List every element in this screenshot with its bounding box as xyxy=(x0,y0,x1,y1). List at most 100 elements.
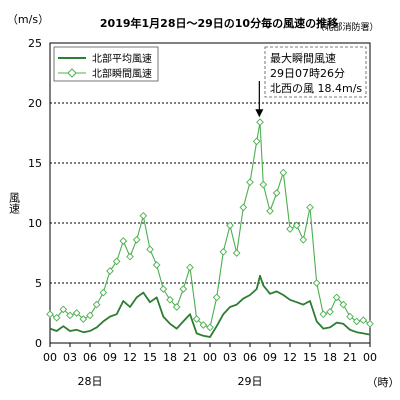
legend-marker-gust xyxy=(67,68,77,78)
chart-title: 2019年1月28日～29日の10分毎の風速の推移 xyxy=(100,16,338,30)
x-axis-ticks: 00 03 06 09 12 15 18 21 00 03 06 09 12 15 18 21 00 xyxy=(43,343,377,364)
data-point xyxy=(226,221,234,230)
data-point xyxy=(286,225,294,233)
y-tick-label: 0 xyxy=(35,337,42,350)
x-tick-label: 18 xyxy=(323,351,337,364)
x-tick-label: 09 xyxy=(103,351,117,364)
data-point xyxy=(246,178,254,187)
annotation-line-2: 29日07時26分 xyxy=(270,67,345,80)
x-tick-label: 21 xyxy=(183,351,197,364)
data-point xyxy=(239,203,248,212)
data-point xyxy=(119,237,128,245)
y-axis-unit: （m/s） xyxy=(7,13,49,26)
data-point xyxy=(332,293,341,302)
data-point xyxy=(232,249,241,257)
x-tick-label: 12 xyxy=(283,351,297,364)
data-point xyxy=(146,245,154,254)
data-point xyxy=(199,321,208,329)
data-point xyxy=(126,252,134,261)
data-point xyxy=(52,313,61,322)
data-point xyxy=(299,235,308,244)
legend: 北部平均風速 北部瞬間風速 xyxy=(53,46,159,82)
data-point xyxy=(256,118,264,127)
series-0 xyxy=(49,274,371,338)
data-point xyxy=(112,257,121,266)
data-point xyxy=(132,235,141,244)
day-label: 28日 xyxy=(78,375,103,388)
annotation-arrowhead xyxy=(255,109,264,118)
data-point xyxy=(272,189,281,197)
max-gust-annotation: 最大瞬間風速 29日07時26分 北西の風 18.4m/s xyxy=(255,46,367,118)
data-point xyxy=(206,323,214,332)
data-point xyxy=(339,300,348,309)
data-point xyxy=(312,279,321,287)
annotation-line-3: 北西の風 18.4m/s xyxy=(270,82,362,95)
day-labels: 28日 29日 xyxy=(78,375,263,388)
series-line xyxy=(49,121,371,328)
data-point xyxy=(306,203,314,212)
data-point xyxy=(172,303,181,311)
x-tick-label: 15 xyxy=(143,351,157,364)
data-point xyxy=(359,316,368,325)
data-point xyxy=(326,307,334,316)
x-tick-label: 06 xyxy=(83,351,97,364)
data-point xyxy=(346,312,354,321)
data-point xyxy=(266,207,274,215)
data-point xyxy=(152,261,161,269)
x-axis-unit: （時） xyxy=(367,376,400,389)
x-tick-label: 15 xyxy=(303,351,317,364)
day-label: 29日 xyxy=(238,375,263,388)
data-point xyxy=(212,293,221,302)
y-axis-ticks: 0 5 10 15 20 25 xyxy=(28,37,42,350)
annotation-line-1: 最大瞬間風速 xyxy=(270,51,336,65)
data-point xyxy=(139,211,148,220)
series-lines xyxy=(46,118,374,338)
data-point xyxy=(259,180,268,189)
series-line xyxy=(49,274,371,338)
data-point xyxy=(59,305,68,314)
y-tick-label: 20 xyxy=(28,97,42,110)
legend-label-average: 北部平均風速 xyxy=(92,52,152,65)
data-point xyxy=(166,295,174,304)
data-point xyxy=(179,285,188,293)
x-tick-label: 09 xyxy=(263,351,277,364)
data-point xyxy=(279,168,288,177)
x-tick-label: 00 xyxy=(43,351,57,364)
x-tick-label: 00 xyxy=(203,351,217,364)
data-point xyxy=(72,309,81,317)
x-tick-label: 06 xyxy=(243,351,257,364)
x-tick-label: 00 xyxy=(363,351,377,364)
data-point xyxy=(366,319,374,328)
series-1 xyxy=(46,118,374,332)
y-tick-label: 5 xyxy=(35,277,42,290)
annotation-box xyxy=(264,46,367,98)
x-tick-label: 03 xyxy=(63,351,77,364)
y-tick-label: 15 xyxy=(28,157,42,170)
data-point xyxy=(86,311,94,320)
data-point xyxy=(99,288,108,297)
data-point xyxy=(159,285,168,293)
data-point xyxy=(352,317,361,326)
x-tick-label: 03 xyxy=(223,351,237,364)
chart-source: （北部消防署） xyxy=(315,21,378,33)
data-point xyxy=(192,315,201,323)
data-point xyxy=(292,221,301,230)
data-point xyxy=(186,263,194,272)
y-tick-label: 25 xyxy=(28,37,42,50)
data-point xyxy=(46,310,54,319)
data-point xyxy=(79,315,88,323)
data-point xyxy=(252,137,261,146)
y-axis-label: 風速 xyxy=(8,192,21,214)
data-point xyxy=(106,267,114,275)
y-tick-label: 10 xyxy=(28,217,42,230)
data-point xyxy=(66,311,74,320)
x-tick-label: 21 xyxy=(343,351,357,364)
legend-label-gust: 北部瞬間風速 xyxy=(92,67,152,80)
data-point xyxy=(92,300,101,309)
data-point xyxy=(219,247,228,256)
gridlines xyxy=(50,102,370,284)
data-point xyxy=(319,310,328,319)
x-tick-label: 18 xyxy=(163,351,177,364)
x-tick-label: 12 xyxy=(123,351,137,364)
